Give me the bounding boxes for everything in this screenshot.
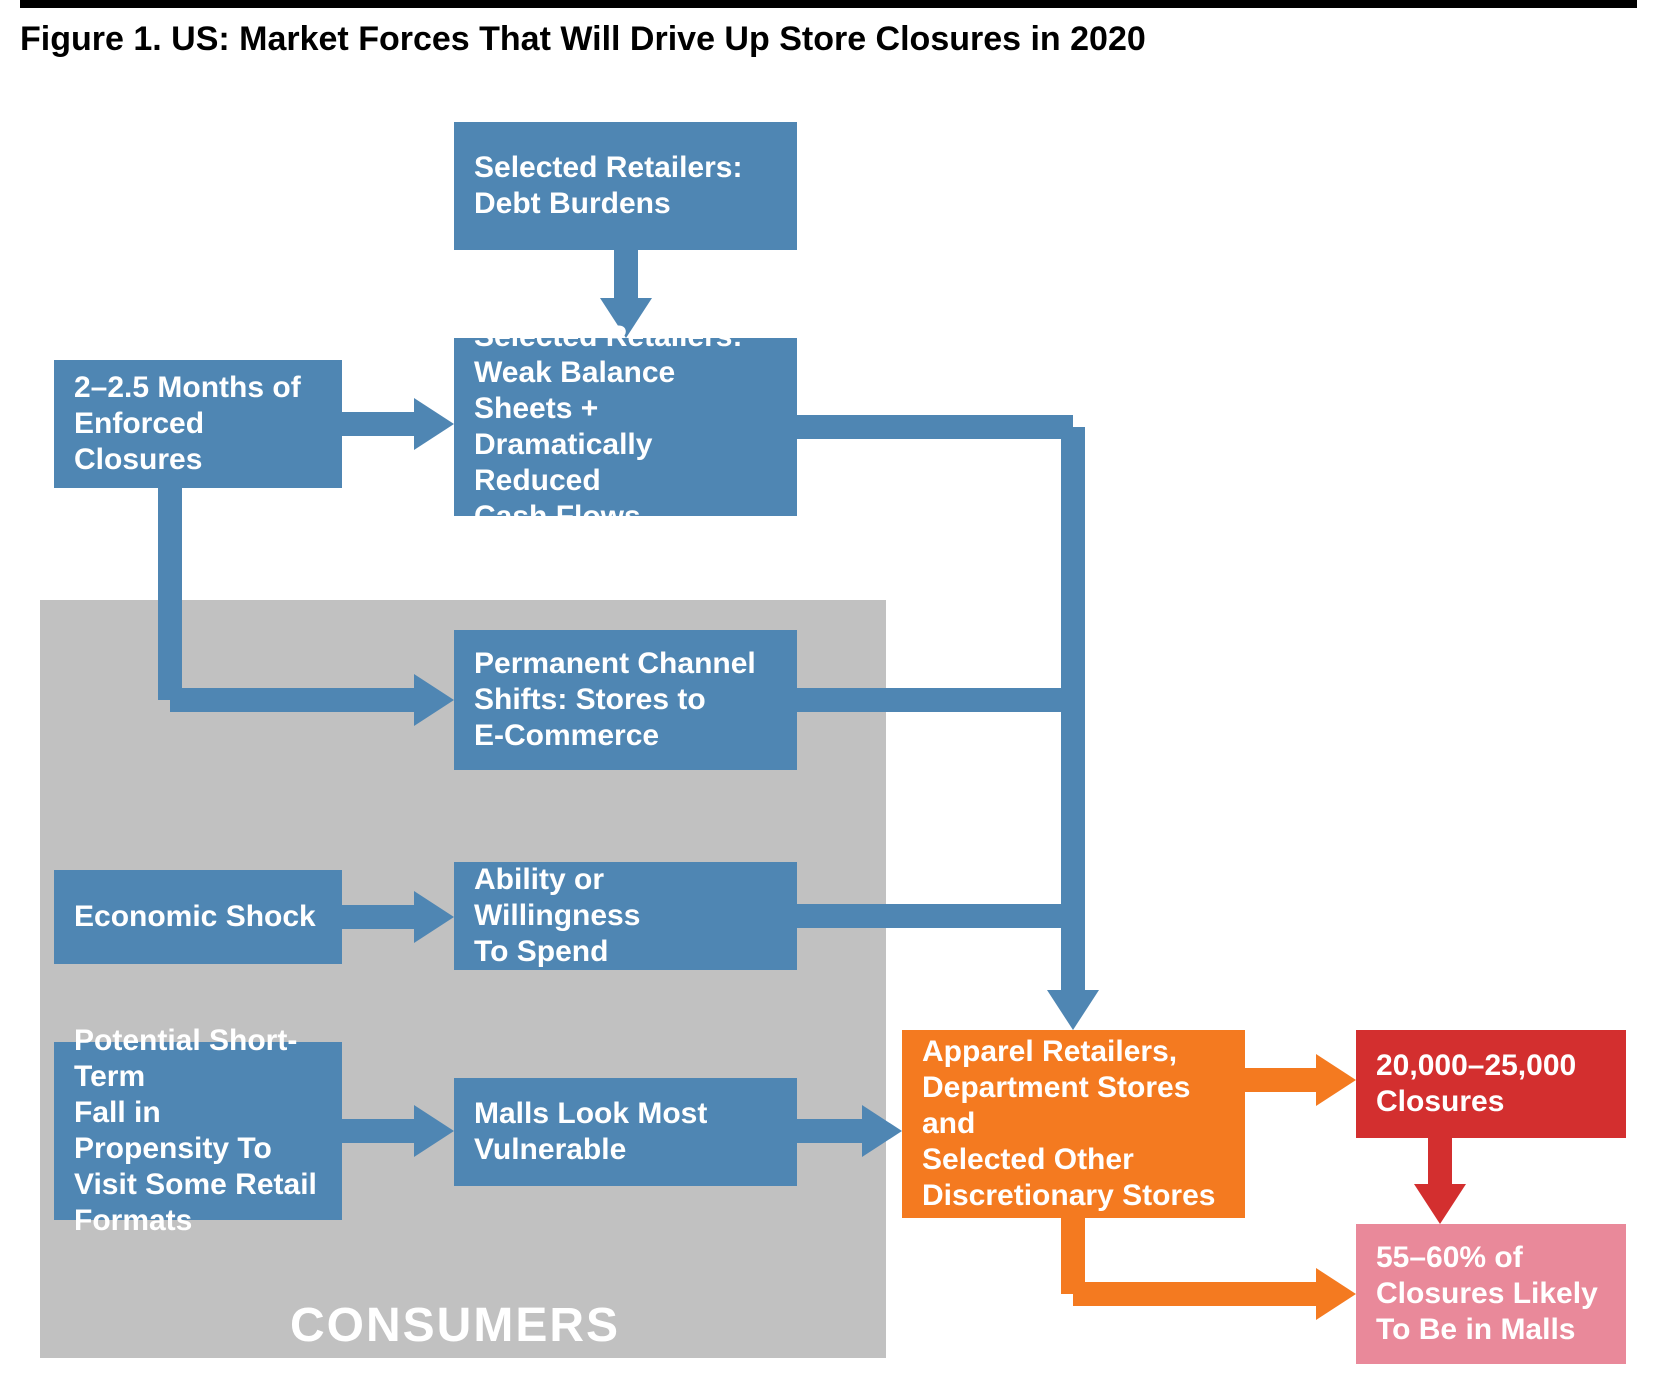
- figure-canvas: Figure 1. US: Market Forces That Will Dr…: [0, 0, 1657, 1398]
- node-debt: Selected Retailers:Debt Burdens: [454, 122, 797, 250]
- top-rule: [20, 0, 1637, 8]
- node-closures-malls: 55–60% ofClosures LikelyTo Be in Malls: [1356, 1224, 1626, 1364]
- node-ability-spend: Ability or WillingnessTo Spend: [454, 862, 797, 970]
- node-closures: 2–2.5 Months ofEnforced Closures: [54, 360, 342, 488]
- consumers-label: CONSUMERS: [290, 1298, 620, 1353]
- figure-title: Figure 1. US: Market Forces That Will Dr…: [20, 20, 1146, 59]
- node-economic-shock: Economic Shock: [54, 870, 342, 964]
- node-malls: Malls Look MostVulnerable: [454, 1078, 797, 1186]
- node-apparel: Apparel Retailers,Department Stores andS…: [902, 1030, 1245, 1218]
- node-propensity: Potential Short-TermFall in Propensity T…: [54, 1042, 342, 1220]
- node-closures-count: 20,000–25,000Closures: [1356, 1030, 1626, 1138]
- node-channel-shift: Permanent ChannelShifts: Stores toE-Comm…: [454, 630, 797, 770]
- node-weak-balance: Selected Retailers:Weak Balance Sheets +…: [454, 338, 797, 516]
